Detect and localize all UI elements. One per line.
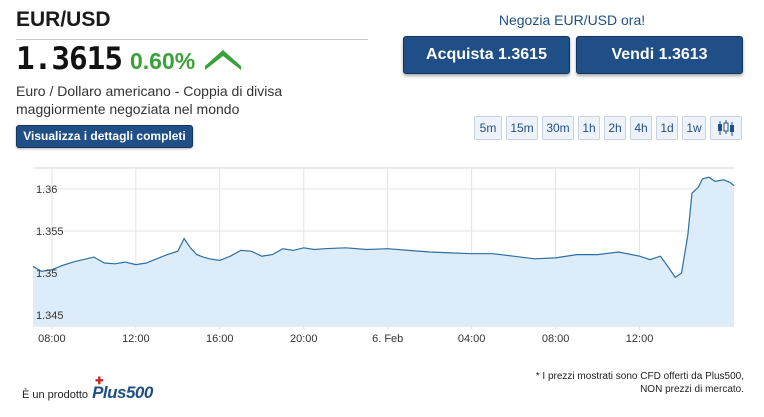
y-axis-labels: 1.36 1.355 1.35 1.345 <box>36 184 64 322</box>
x-tick-label: 16:00 <box>206 333 234 345</box>
y-tick-label: 1.35 <box>36 268 57 280</box>
brand-footer: È un prodotto ✚ Plus500 <box>22 376 153 403</box>
timeframe-4h[interactable]: 4h <box>630 116 652 140</box>
price-chart[interactable]: 1.36 1.355 1.35 1.345 08:00 12:00 16:00 20:00 6… <box>0 160 764 360</box>
timeframe-1d[interactable]: 1d <box>656 116 678 140</box>
brand-name: Plus500 <box>92 383 153 402</box>
buy-button[interactable]: Acquista 1.3615 <box>403 36 570 74</box>
trade-now-label: Negozia EUR/USD ora! <box>498 12 646 28</box>
timeframe-30m[interactable]: 30m <box>542 116 574 140</box>
price-change: 0.60% <box>130 48 196 74</box>
x-tick-label: 6. Feb <box>372 333 403 345</box>
x-tick-label: 20:00 <box>290 333 318 345</box>
timeframe-selector: 5m 15m 30m 1h 2h 4h 1d 1w <box>474 116 746 140</box>
x-tick-label: 12:00 <box>122 333 150 345</box>
plus-cross-icon: ✚ <box>95 376 103 387</box>
plus500-logo[interactable]: ✚ Plus500 <box>92 376 153 403</box>
current-price: 1.3615 <box>16 41 123 77</box>
disclaimer-line-2: NON prezzi di mercato. <box>640 384 744 395</box>
y-tick-label: 1.36 <box>36 184 57 196</box>
x-tick-label: 08:00 <box>38 333 66 345</box>
x-tick-label: 04:00 <box>458 333 486 345</box>
y-tick-label: 1.345 <box>36 310 64 322</box>
candlestick-icon[interactable] <box>710 116 742 140</box>
instrument-description: Euro / Dollaro americano - Coppia di div… <box>16 83 283 117</box>
instrument-name: EUR/USD <box>16 8 111 31</box>
timeframe-1w[interactable]: 1w <box>682 116 706 140</box>
x-axis-labels: 08:00 12:00 16:00 20:00 6. Feb 04:00 08:00 12:0… <box>38 333 653 345</box>
up-arrow-icon <box>205 50 241 70</box>
disclaimer: * I prezzi mostrati sono CFD offerti da … <box>536 370 744 396</box>
y-tick-label: 1.355 <box>36 226 64 238</box>
timeframe-2h[interactable]: 2h <box>604 116 626 140</box>
timeframe-15m[interactable]: 15m <box>506 116 538 140</box>
price-area-fill <box>33 177 734 326</box>
timeframe-1h[interactable]: 1h <box>578 116 600 140</box>
timeframe-5m[interactable]: 5m <box>474 116 502 140</box>
x-tick-label: 12:00 <box>626 333 654 345</box>
x-tick-label: 08:00 <box>542 333 570 345</box>
price-line <box>32 176 735 279</box>
sell-button[interactable]: Vendi 1.3613 <box>576 36 743 74</box>
view-details-button[interactable]: Visualizza i dettagli completi <box>16 125 193 148</box>
header-divider <box>16 39 368 40</box>
disclaimer-line-1: * I prezzi mostrati sono CFD offerti da … <box>535 371 744 382</box>
brand-prefix: È un prodotto <box>22 389 89 401</box>
